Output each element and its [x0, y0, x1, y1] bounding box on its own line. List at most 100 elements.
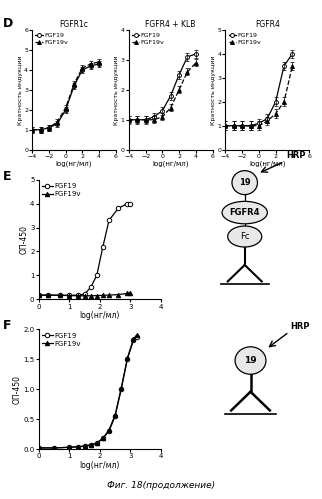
FGF19 — [194, 51, 198, 57]
FGF19v — [232, 123, 236, 129]
FGF19v — [107, 292, 111, 298]
FGF19 — [107, 428, 111, 434]
FGF19 — [144, 117, 147, 123]
FGF19 — [101, 244, 105, 250]
FGF19 — [46, 292, 50, 298]
FGF19 — [37, 445, 41, 451]
FGF19 — [177, 72, 181, 78]
Y-axis label: ОП-450: ОП-450 — [13, 375, 22, 404]
Ellipse shape — [222, 202, 267, 224]
FGF19v — [77, 444, 80, 450]
FGF19v — [282, 99, 286, 105]
Title: FGFR1c: FGFR1c — [60, 20, 89, 29]
FGF19 — [107, 218, 111, 224]
FGF19 — [89, 442, 93, 448]
Line: FGF19v: FGF19v — [223, 64, 294, 128]
FGF19v — [47, 125, 51, 131]
FGF19v — [249, 123, 252, 129]
FGF19v — [144, 117, 147, 123]
Line: FGF19v: FGF19v — [30, 60, 101, 132]
FGF19 — [89, 284, 93, 290]
FGF19 — [169, 93, 173, 99]
FGF19 — [95, 272, 99, 278]
Text: HRP: HRP — [290, 321, 310, 330]
FGF19v — [125, 355, 129, 361]
Legend: FGF19, FGF19v: FGF19, FGF19v — [42, 333, 81, 347]
FGF19v — [119, 385, 123, 391]
FGF19v — [64, 105, 68, 111]
Text: F: F — [3, 319, 12, 332]
FGF19 — [82, 291, 86, 297]
FGF19v — [131, 336, 135, 342]
Y-axis label: ОП-450: ОП-450 — [20, 225, 29, 254]
Legend: FGF19, FGF19v: FGF19, FGF19v — [132, 33, 165, 45]
FGF19 — [52, 445, 56, 451]
FGF19v — [116, 291, 120, 297]
FGF19v — [67, 444, 71, 450]
FGF19v — [55, 119, 59, 125]
Text: E: E — [3, 170, 12, 183]
Ellipse shape — [235, 347, 266, 374]
Line: FGF19: FGF19 — [36, 202, 133, 297]
FGF19 — [223, 123, 227, 129]
Text: Fc: Fc — [240, 232, 250, 241]
Legend: FGF19, FGF19v: FGF19, FGF19v — [42, 183, 81, 197]
FGF19 — [113, 413, 117, 419]
FGF19v — [67, 292, 71, 298]
FGF19 — [55, 121, 59, 127]
FGF19 — [282, 63, 286, 69]
Y-axis label: Кратность индукции: Кратность индукции — [18, 55, 23, 125]
Text: 19: 19 — [244, 356, 257, 365]
FGF19v — [89, 442, 93, 448]
Y-axis label: Кратность индукции: Кратность индукции — [114, 55, 119, 125]
Legend: FGF19, FGF19v: FGF19, FGF19v — [229, 33, 261, 45]
FGF19v — [185, 69, 189, 75]
X-axis label: log(нг/мл): log(нг/мл) — [56, 160, 92, 167]
Ellipse shape — [228, 226, 262, 247]
FGF19 — [125, 356, 129, 362]
FGF19 — [125, 201, 129, 207]
FGF19 — [127, 117, 131, 123]
FGF19 — [240, 123, 244, 129]
FGF19 — [101, 435, 105, 441]
FGF19v — [101, 292, 105, 298]
Text: D: D — [3, 17, 14, 30]
FGF19 — [131, 337, 135, 343]
FGF19 — [64, 107, 68, 113]
FGF19 — [77, 292, 80, 298]
FGF19v — [135, 332, 138, 338]
X-axis label: log(нг/мл): log(нг/мл) — [80, 311, 120, 320]
FGF19 — [232, 123, 236, 129]
Y-axis label: Кратность индукции: Кратность индукции — [211, 55, 216, 125]
FGF19 — [128, 201, 132, 207]
FGF19 — [47, 125, 51, 131]
FGF19v — [72, 81, 76, 87]
FGF19 — [82, 443, 86, 449]
FGF19v — [107, 427, 111, 433]
FGF19 — [119, 386, 123, 392]
FGF19 — [67, 292, 71, 298]
FGF19 — [135, 333, 138, 339]
FGF19v — [95, 292, 99, 298]
FGF19v — [177, 87, 181, 93]
FGF19 — [265, 116, 269, 122]
FGF19v — [223, 123, 227, 129]
FGF19 — [185, 54, 189, 60]
Line: FGF19: FGF19 — [30, 62, 101, 132]
Legend: FGF19, FGF19v: FGF19, FGF19v — [35, 33, 68, 45]
FGF19 — [58, 292, 62, 298]
FGF19v — [169, 105, 173, 111]
FGF19v — [127, 117, 131, 123]
FGF19v — [80, 65, 84, 71]
FGF19v — [52, 445, 56, 451]
FGF19v — [290, 63, 294, 69]
Line: FGF19v: FGF19v — [36, 290, 133, 298]
X-axis label: log(нг/мл): log(нг/мл) — [80, 461, 120, 470]
FGF19v — [82, 443, 86, 449]
FGF19v — [89, 61, 93, 67]
FGF19v — [58, 292, 62, 298]
FGF19v — [30, 127, 34, 133]
FGF19 — [135, 117, 139, 123]
FGF19 — [37, 292, 41, 298]
FGF19v — [135, 117, 139, 123]
